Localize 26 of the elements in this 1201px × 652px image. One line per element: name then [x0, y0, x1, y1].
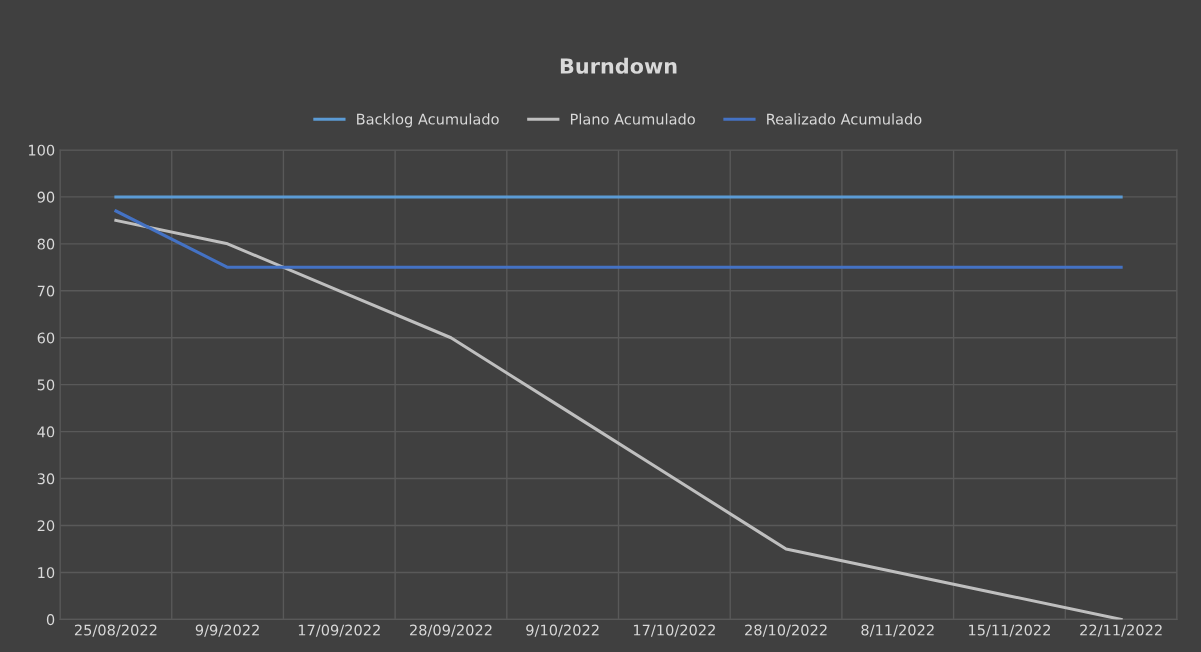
x-tick-label: 17/09/2022	[298, 624, 380, 637]
x-tick-label: 8/11/2022	[861, 624, 934, 637]
legend-label: Plano Acumulado	[570, 113, 695, 125]
y-tick-label: 40	[37, 426, 55, 438]
x-tick-label: 25/08/2022	[74, 624, 157, 637]
y-tick-label: 70	[37, 285, 55, 297]
y-tick-label: 10	[38, 567, 55, 579]
y-tick-label: 50	[37, 379, 55, 391]
legend-label: Realizado Acumulado	[767, 113, 922, 125]
x-tick-label: 28/09/2022	[410, 624, 492, 637]
x-tick-label: 28/10/2022	[745, 624, 827, 637]
x-tick-label: 22/11/2022	[1080, 624, 1162, 637]
y-tick-label: 60	[37, 332, 55, 344]
y-tick-label: 20	[37, 520, 55, 532]
x-tick-label: 15/11/2022	[969, 624, 1051, 637]
x-tick-label: 9/10/2022	[526, 624, 599, 637]
y-tick-label: 0	[46, 614, 55, 626]
y-tick-label: 80	[37, 238, 55, 250]
x-tick-label: 9/9/2022	[195, 624, 259, 637]
x-tick-label: 17/10/2022	[633, 624, 715, 637]
chart-title: Burndown	[560, 57, 677, 74]
y-tick-label: 100	[28, 144, 55, 156]
y-tick-label: 90	[37, 191, 55, 203]
legend-label: Backlog Acumulado	[357, 113, 499, 128]
line-series	[114, 218, 1123, 620]
y-tick-label: 30	[37, 473, 55, 485]
